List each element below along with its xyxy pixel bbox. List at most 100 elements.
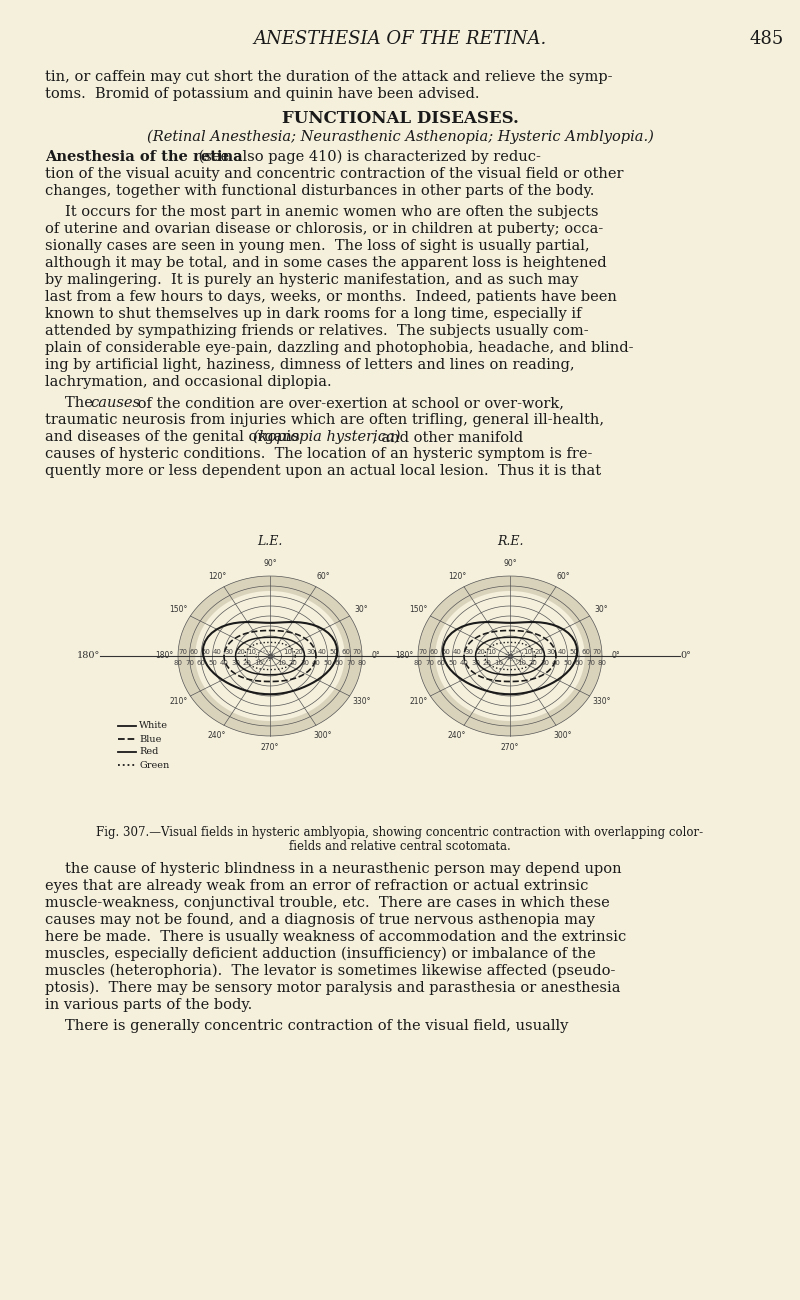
Text: Anesthesia of the retina: Anesthesia of the retina [45,150,242,164]
Text: 300°: 300° [554,731,572,740]
Text: 50: 50 [202,649,210,655]
Text: muscle-weakness, conjunctival trouble, etc.  There are cases in which these: muscle-weakness, conjunctival trouble, e… [45,896,610,910]
Text: White: White [139,722,168,731]
Text: 30: 30 [306,649,315,655]
Text: 60: 60 [341,649,350,655]
Text: tin, or caffein may cut short the duration of the attack and relieve the symp-: tin, or caffein may cut short the durati… [45,70,613,84]
Text: 50: 50 [448,660,457,666]
Text: muscles, especially deficient adduction (insufficiency) or imbalance of the: muscles, especially deficient adduction … [45,946,596,962]
Text: 210°: 210° [170,698,187,706]
Text: 60: 60 [197,660,206,666]
Text: 40: 40 [551,660,561,666]
Text: 90°: 90° [503,559,517,568]
Text: 60: 60 [334,660,343,666]
Text: of the condition are over-exertion at school or over-work,: of the condition are over-exertion at sc… [133,396,564,410]
Text: 40: 40 [453,649,462,655]
Text: 40: 40 [558,649,567,655]
Text: 20: 20 [476,649,485,655]
Text: 270°: 270° [261,744,279,753]
Text: L.E.: L.E. [258,536,282,549]
Text: last from a few hours to days, weeks, or months.  Indeed, patients have been: last from a few hours to days, weeks, or… [45,290,617,304]
Text: 10: 10 [523,649,533,655]
Text: 180°: 180° [155,651,174,660]
Text: 60°: 60° [316,572,330,581]
Text: 80: 80 [414,660,422,666]
Text: 20: 20 [529,660,538,666]
Text: known to shut themselves up in dark rooms for a long time, especially if: known to shut themselves up in dark room… [45,307,582,321]
Text: 0°: 0° [371,651,380,660]
Text: although it may be total, and in some cases the apparent loss is heightened: although it may be total, and in some ca… [45,256,606,270]
Text: 10: 10 [254,660,263,666]
Text: R.E.: R.E. [497,536,523,549]
Text: 60: 60 [574,660,583,666]
Text: 60°: 60° [556,572,570,581]
Text: 30°: 30° [355,606,369,615]
Text: plain of considerable eye-pain, dazzling and photophobia, headache, and blind-: plain of considerable eye-pain, dazzling… [45,341,634,355]
Text: 90°: 90° [263,559,277,568]
Text: 60: 60 [430,649,439,655]
Text: lachrymation, and occasional diplopia.: lachrymation, and occasional diplopia. [45,374,332,389]
Text: causes of hysteric conditions.  The location of an hysteric symptom is fre-: causes of hysteric conditions. The locat… [45,447,592,462]
Polygon shape [178,576,362,736]
Text: 10: 10 [494,660,503,666]
Text: 40: 40 [311,660,321,666]
Text: 330°: 330° [592,698,611,706]
Text: 30: 30 [300,660,309,666]
Text: here be made.  There is usually weakness of accommodation and the extrinsic: here be made. There is usually weakness … [45,930,626,944]
Text: 120°: 120° [208,572,226,581]
Text: causes may not be found, and a diagnosis of true nervous asthenopia may: causes may not be found, and a diagnosis… [45,913,595,927]
Text: 30: 30 [465,649,474,655]
Text: causes: causes [90,396,140,410]
Text: 70: 70 [418,649,427,655]
Text: Blue: Blue [139,734,162,744]
Text: 40: 40 [459,660,469,666]
Text: ing by artificial light, haziness, dimness of letters and lines on reading,: ing by artificial light, haziness, dimne… [45,358,574,372]
Text: (see also page 410) is characterized by reduc-: (see also page 410) is characterized by … [194,150,541,164]
Text: eyes that are already weak from an error of refraction or actual extrinsic: eyes that are already weak from an error… [45,879,588,893]
Text: 20: 20 [236,649,245,655]
Text: 240°: 240° [448,731,466,740]
Text: 10: 10 [277,660,286,666]
Text: 30: 30 [225,649,234,655]
Text: ptosis).  There may be sensory motor paralysis and parasthesia or anesthesia: ptosis). There may be sensory motor para… [45,982,621,996]
Text: 60: 60 [581,649,590,655]
Text: The: The [65,396,98,410]
Text: 70: 70 [586,660,595,666]
Text: 70: 70 [185,660,194,666]
Text: 20: 20 [295,649,304,655]
Text: and diseases of the genital organs: and diseases of the genital organs [45,430,304,445]
Text: FUNCTIONAL DISEASES.: FUNCTIONAL DISEASES. [282,111,518,127]
Text: 50: 50 [330,649,338,655]
Text: toms.  Bromid of potassium and quinin have been advised.: toms. Bromid of potassium and quinin hav… [45,87,479,101]
Text: 150°: 150° [169,606,187,615]
Text: 20: 20 [242,660,251,666]
Polygon shape [418,576,602,736]
Text: 60: 60 [437,660,446,666]
Text: by malingering.  It is purely an hysteric manifestation, and as such may: by malingering. It is purely an hysteric… [45,273,578,287]
Text: 330°: 330° [352,698,371,706]
Text: 80: 80 [174,660,182,666]
Text: 70: 70 [178,649,187,655]
Text: 240°: 240° [208,731,226,740]
Text: tion of the visual acuity and concentric contraction of the visual field or othe: tion of the visual acuity and concentric… [45,166,623,181]
Text: 60: 60 [190,649,199,655]
Text: 210°: 210° [410,698,427,706]
Text: in various parts of the body.: in various parts of the body. [45,998,252,1011]
Text: 10: 10 [283,649,293,655]
Text: 300°: 300° [314,731,332,740]
Text: 50: 50 [563,660,572,666]
Text: 30: 30 [540,660,549,666]
Text: 120°: 120° [448,572,466,581]
Text: 0°: 0° [680,651,691,660]
Text: 10: 10 [487,649,497,655]
Text: 180°: 180° [395,651,414,660]
Text: quently more or less dependent upon an actual local lesion.  Thus it is that: quently more or less dependent upon an a… [45,464,601,478]
Text: 50: 50 [442,649,450,655]
Text: attended by sympathizing friends or relatives.  The subjects usually com-: attended by sympathizing friends or rela… [45,324,589,338]
Text: 20: 20 [535,649,544,655]
Text: 30°: 30° [595,606,609,615]
Text: 40: 40 [213,649,222,655]
Text: 30: 30 [546,649,555,655]
Text: , and other manifold: , and other manifold [372,430,523,445]
Text: 0°: 0° [611,651,620,660]
